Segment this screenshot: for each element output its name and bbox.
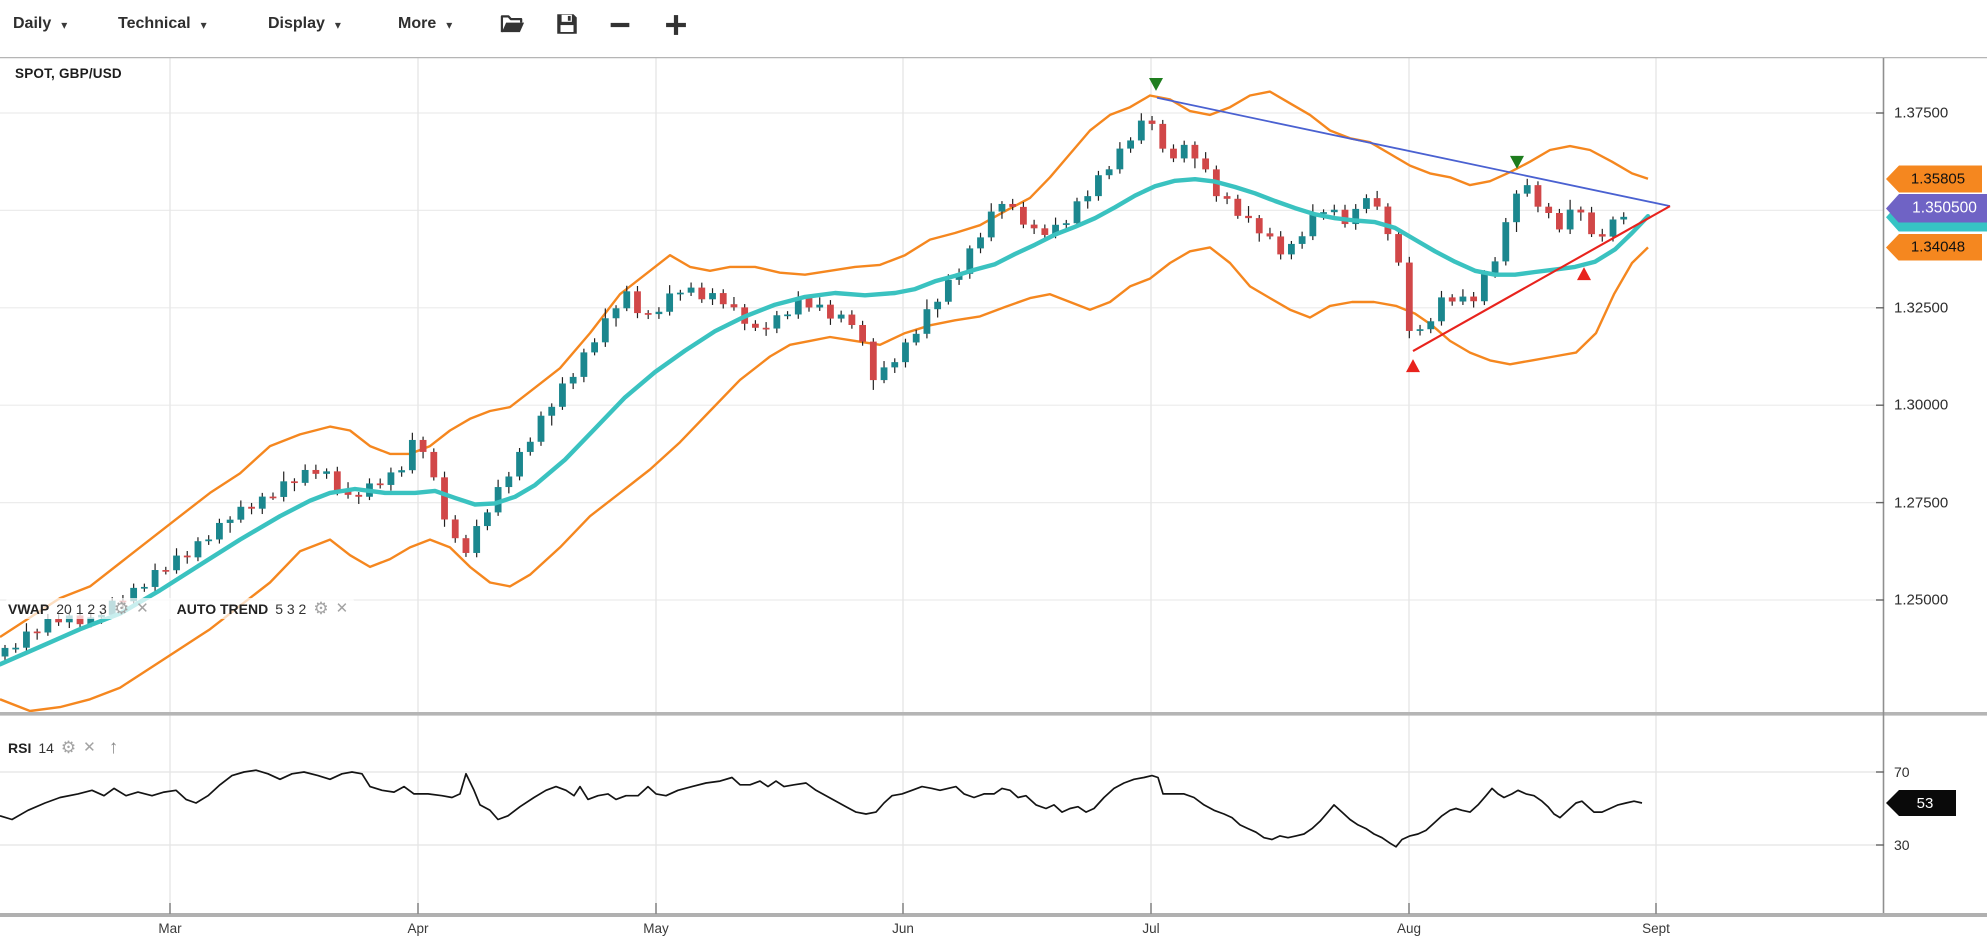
time-axis[interactable]	[0, 913, 1883, 948]
technical-menu-label: Technical	[118, 15, 191, 32]
rsi-legend-params: 14	[38, 739, 54, 756]
auto-trend-settings-gear-icon[interactable]: ⚙	[313, 599, 329, 618]
vwap-remove-icon[interactable]: ✕	[136, 600, 149, 617]
rsi-move-up-arrow-icon[interactable]: ↑	[108, 737, 119, 758]
toolbar: Daily ▾ Technical ▾ Display ▾ More ▾	[0, 0, 1987, 57]
minus-icon	[610, 22, 630, 28]
technical-menu[interactable]: Technical ▾	[118, 15, 207, 33]
main-indicator-legend: VWAP 20 1 2 3 ⚙ ✕ AUTO TREND 5 3 2 ⚙ ✕	[6, 598, 355, 619]
more-menu-label: More	[398, 15, 437, 32]
auto-trend-legend-name: AUTO TREND	[176, 600, 269, 617]
auto-trend-remove-icon[interactable]: ✕	[335, 600, 349, 617]
lower-band-price-badge: 1.34048	[1886, 233, 1982, 261]
vwap-legend-name: VWAP	[8, 600, 50, 617]
chevron-down-icon: ▾	[334, 18, 341, 32]
zoom-in-button[interactable]	[662, 11, 698, 45]
chevron-down-icon: ▾	[200, 18, 207, 32]
timeframe-menu[interactable]: Daily ▾	[13, 15, 67, 33]
save-button[interactable]	[554, 11, 590, 45]
display-menu-label: Display	[268, 15, 325, 32]
chevron-down-icon: ▾	[446, 18, 453, 32]
rsi-legend-name: RSI	[8, 739, 32, 756]
last-price-badge: 1.350500	[1886, 193, 1987, 223]
price-axis-label: 1.32500	[1894, 299, 1949, 317]
vwap-settings-gear-icon[interactable]: ⚙	[113, 599, 130, 618]
price-axis-label: 1.37500	[1894, 104, 1949, 122]
month-axis-label: May	[643, 921, 669, 936]
open-folder-icon	[500, 15, 525, 33]
month-axis-label: Aug	[1396, 921, 1422, 936]
open-file-button[interactable]	[499, 11, 535, 45]
rsi-axis-label: 70	[1894, 764, 1910, 780]
display-menu[interactable]: Display ▾	[268, 15, 341, 33]
auto-trend-legend-params: 5 3 2	[275, 600, 307, 617]
timeframe-menu-label: Daily	[13, 15, 52, 32]
plus-icon	[666, 15, 686, 35]
month-axis-label: Jul	[1142, 921, 1160, 936]
rsi-settings-gear-icon[interactable]: ⚙	[60, 738, 77, 757]
price-axis-label: 1.25000	[1894, 591, 1949, 609]
rsi-axis-label: 30	[1894, 837, 1910, 853]
vwap-legend-params: 20 1 2 3	[56, 600, 107, 617]
chevron-down-icon: ▾	[61, 18, 68, 32]
zoom-out-button[interactable]	[606, 11, 642, 45]
rsi-remove-icon[interactable]: ✕	[83, 739, 96, 756]
rsi-value-badge: 53	[1886, 790, 1956, 817]
month-axis-label: Jun	[892, 921, 914, 936]
month-axis-label: Sept	[1642, 921, 1670, 936]
more-menu[interactable]: More ▾	[398, 15, 452, 33]
price-axis-label: 1.30000	[1894, 396, 1949, 414]
rsi-indicator-legend: RSI 14 ⚙ ✕ ↑	[6, 736, 125, 759]
month-axis-label: Mar	[158, 921, 182, 936]
instrument-title: SPOT, GBP/USD	[15, 66, 122, 81]
price-axis-label: 1.27500	[1894, 494, 1949, 512]
upper-band-price-badge: 1.35805	[1886, 165, 1982, 193]
save-icon	[557, 14, 577, 34]
month-axis-label: Apr	[407, 921, 429, 936]
